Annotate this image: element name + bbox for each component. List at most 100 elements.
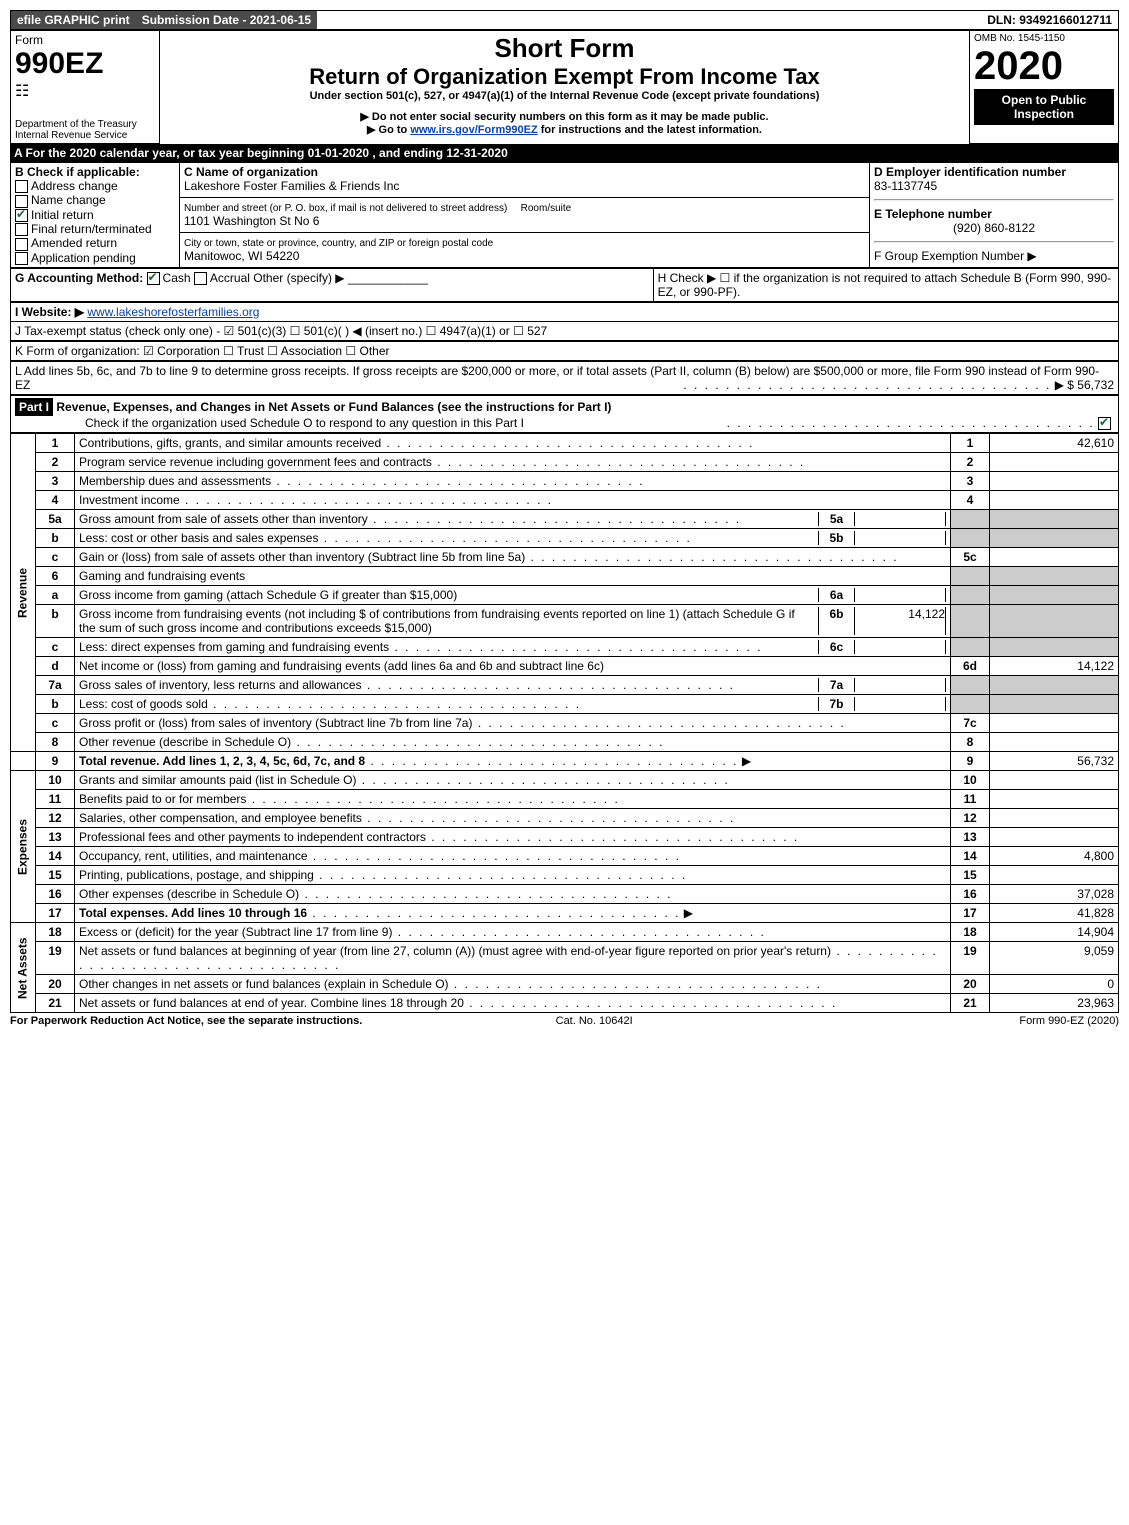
row-num: 3: [36, 472, 75, 491]
row-num: 6: [36, 567, 75, 586]
cb-final-return[interactable]: [15, 223, 28, 236]
box-i-label: I Website: ▶: [15, 305, 84, 319]
box-f-label: F Group Exemption Number ▶: [874, 249, 1037, 263]
row-text: Total revenue. Add lines 1, 2, 3, 4, 5c,…: [79, 754, 365, 768]
row-text: Professional fees and other payments to …: [79, 830, 426, 844]
row-num: 14: [36, 847, 75, 866]
row-num: 15: [36, 866, 75, 885]
row-box: 21: [951, 994, 990, 1013]
street-address: 1101 Washington St No 6: [184, 214, 319, 228]
cb-amended-return[interactable]: [15, 238, 28, 251]
box-g-label: G Accounting Method:: [15, 271, 143, 285]
row-amount: [990, 714, 1119, 733]
row-num: b: [36, 695, 75, 714]
opt-accrual: Accrual: [210, 271, 250, 285]
row-text: Membership dues and assessments: [79, 474, 271, 488]
under-section-note: Under section 501(c), 527, or 4947(a)(1)…: [164, 90, 965, 102]
room-suite-label: Room/suite: [521, 203, 572, 214]
org-name: Lakeshore Foster Families & Friends Inc: [184, 179, 399, 193]
sub-amount: [855, 640, 946, 654]
row-text: Excess or (deficit) for the year (Subtra…: [79, 925, 392, 939]
row-num: c: [36, 638, 75, 657]
cb-cash[interactable]: [147, 272, 160, 285]
row-box: 20: [951, 975, 990, 994]
website-link[interactable]: www.lakeshorefosterfamilies.org: [87, 305, 259, 319]
ein-value: 83-1137745: [874, 179, 937, 193]
row-text: Other expenses (describe in Schedule O): [79, 887, 299, 901]
row-text: Investment income: [79, 493, 180, 507]
row-amount: 0: [990, 975, 1119, 994]
box-d-label: D Employer identification number: [874, 165, 1066, 179]
row-text: Net assets or fund balances at end of ye…: [79, 996, 464, 1010]
goto-prefix: ▶ Go to: [367, 124, 410, 136]
box-e-label: E Telephone number: [874, 207, 992, 221]
row-box: 15: [951, 866, 990, 885]
row-text: Less: cost of goods sold: [79, 697, 208, 711]
row-num: 16: [36, 885, 75, 904]
row-text: Gross amount from sale of assets other t…: [79, 512, 368, 526]
goto-suffix: for instructions and the latest informat…: [541, 124, 762, 136]
opt-name-change: Name change: [31, 193, 106, 207]
row-num: b: [36, 529, 75, 548]
row-num: a: [36, 586, 75, 605]
row-box: 4: [951, 491, 990, 510]
sub-box: 5b: [818, 531, 855, 545]
row-text: Other changes in net assets or fund bala…: [79, 977, 449, 991]
row-box: 6d: [951, 657, 990, 676]
sub-box: 6c: [818, 640, 855, 654]
row-amount: [990, 809, 1119, 828]
efile-print-button[interactable]: efile GRAPHIC print: [11, 11, 136, 29]
row-num: 12: [36, 809, 75, 828]
row-text: Gain or (loss) from sale of assets other…: [79, 550, 525, 564]
form990ez-link[interactable]: www.irs.gov/Form990EZ: [410, 124, 537, 136]
row-text: Grants and similar amounts paid (list in…: [79, 773, 356, 787]
row-box: 2: [951, 453, 990, 472]
form-ref: Form 990-EZ (2020): [1019, 1015, 1119, 1027]
page-footer: For Paperwork Reduction Act Notice, see …: [10, 1013, 1119, 1027]
cb-accrual[interactable]: [194, 272, 207, 285]
part1-badge: Part I: [15, 398, 53, 416]
row-box: 19: [951, 942, 990, 975]
row-text: Net assets or fund balances at beginning…: [79, 944, 831, 958]
box-h-text: H Check ▶ ☐ if the organization is not r…: [653, 268, 1118, 301]
part1-header: Part I Revenue, Expenses, and Changes in…: [10, 395, 1119, 433]
row-num: 11: [36, 790, 75, 809]
revenue-sidebar: Revenue: [11, 434, 36, 752]
org-info-grid: B Check if applicable: Address change Na…: [10, 162, 1119, 268]
row-box: 12: [951, 809, 990, 828]
row-text: Benefits paid to or for members: [79, 792, 246, 806]
row-text: Contributions, gifts, grants, and simila…: [79, 436, 381, 450]
part1-title: Revenue, Expenses, and Changes in Net As…: [56, 400, 611, 414]
row-num: 7a: [36, 676, 75, 695]
row-text: Gross sales of inventory, less returns a…: [79, 678, 362, 692]
row-num: 17: [36, 904, 75, 923]
csz-label: City or town, state or province, country…: [184, 238, 493, 249]
box-k-text: K Form of organization: ☑ Corporation ☐ …: [11, 341, 1119, 360]
opt-other-specify: Other (specify) ▶: [253, 271, 344, 285]
tax-year: 2020: [974, 44, 1114, 89]
row-text: Less: cost or other basis and sales expe…: [79, 531, 318, 545]
opt-address-change: Address change: [31, 179, 118, 193]
row-num: 5a: [36, 510, 75, 529]
row-num: 21: [36, 994, 75, 1013]
row-num: 2: [36, 453, 75, 472]
cb-name-change[interactable]: [15, 195, 28, 208]
sub-amount: [855, 531, 946, 545]
cb-address-change[interactable]: [15, 180, 28, 193]
cb-application-pending[interactable]: [15, 252, 28, 265]
row-text: Gross income from gaming (attach Schedul…: [79, 588, 457, 602]
row-num: d: [36, 657, 75, 676]
row-num: b: [36, 605, 75, 638]
cb-schedule-o-part1[interactable]: [1098, 417, 1111, 430]
box-j-text: J Tax-exempt status (check only one) - ☑…: [11, 321, 1119, 340]
cb-initial-return[interactable]: [15, 209, 28, 222]
row-amount: 4,800: [990, 847, 1119, 866]
row-box: 13: [951, 828, 990, 847]
row-amount: [990, 771, 1119, 790]
row-amount: 56,732: [990, 752, 1119, 771]
row-amount: 14,122: [990, 657, 1119, 676]
row-num: 10: [36, 771, 75, 790]
sub-box: 6b: [818, 607, 855, 635]
row-amount: [990, 828, 1119, 847]
netassets-sidebar: Net Assets: [11, 923, 36, 1013]
